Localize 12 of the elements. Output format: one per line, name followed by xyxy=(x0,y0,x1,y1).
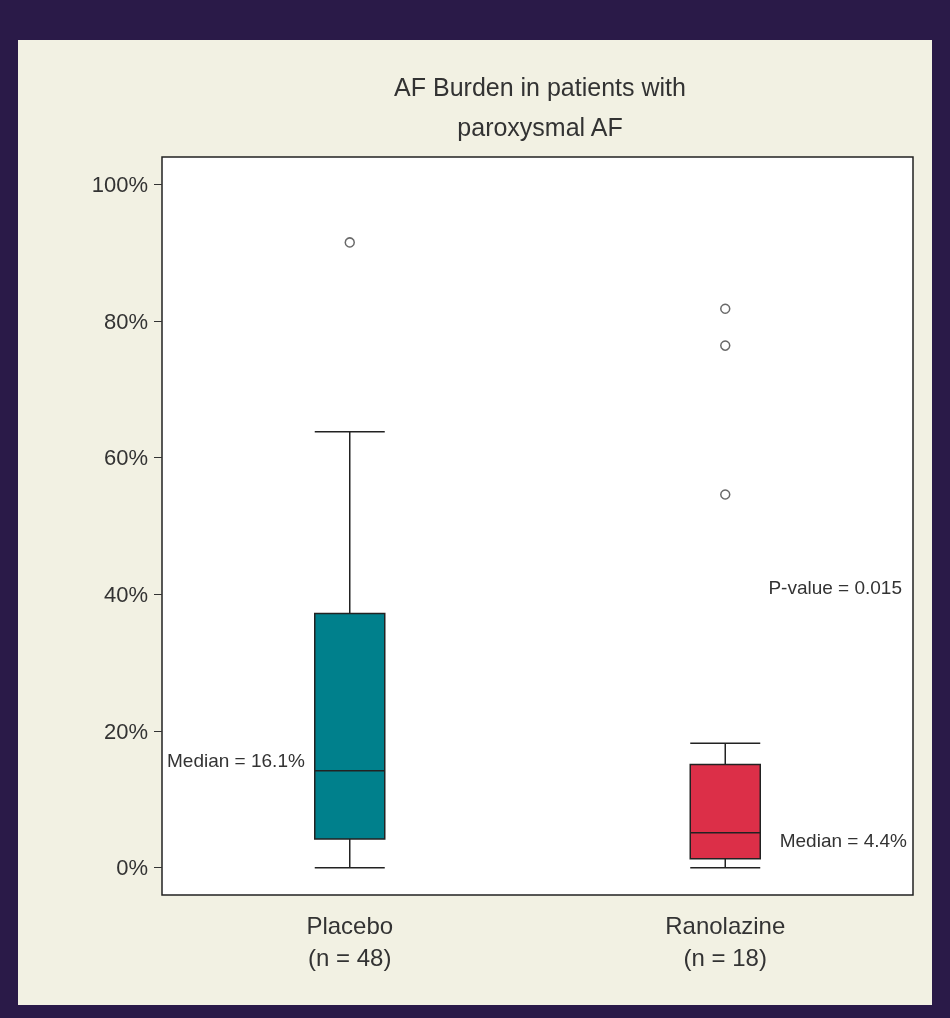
x-tick-label: Placebo (n = 48) xyxy=(306,911,394,971)
x-tick-label: Ranolazine (n = 18) xyxy=(665,911,786,971)
chart-title: AF Burden in patients with paroxysmal AF xyxy=(394,73,686,141)
y-tick-label: 60% xyxy=(103,445,148,471)
y-tick-label: 100% xyxy=(91,171,148,197)
y-tick-label: 40% xyxy=(103,581,148,607)
annotation: P-value = 0.015 xyxy=(768,577,902,598)
y-tick-label: 0% xyxy=(116,855,148,881)
annotation: Median = 16.1% xyxy=(167,750,305,772)
y-tick-label: 80% xyxy=(103,308,148,334)
y-tick-label: 20% xyxy=(103,718,148,744)
annotation: Median = 4.4% xyxy=(779,830,908,852)
